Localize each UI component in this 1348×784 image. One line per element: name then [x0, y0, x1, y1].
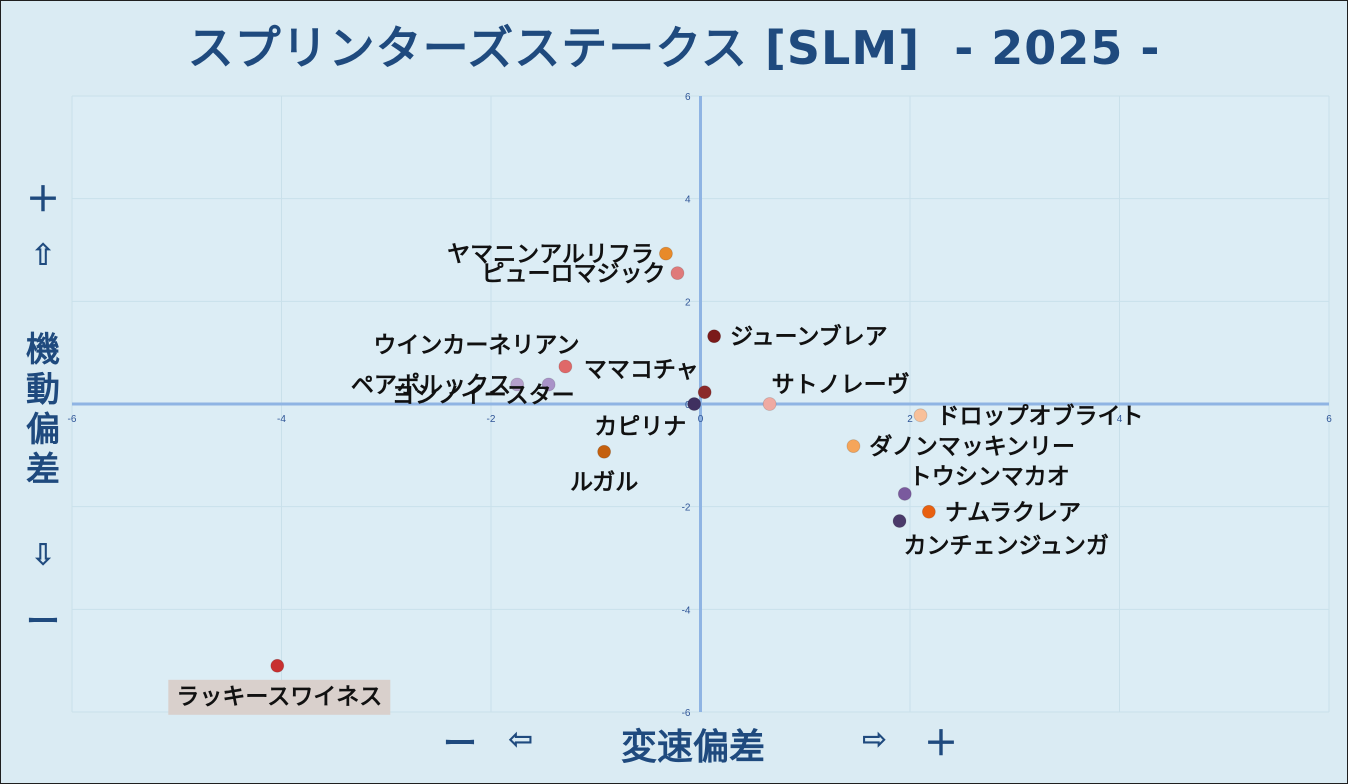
y-plus-sign: ＋: [26, 180, 60, 220]
x-right-arrow-icon: ⇨: [862, 722, 888, 757]
x-tick-label: 6: [1326, 414, 1332, 425]
x-tick-label: -2: [487, 414, 496, 425]
y-up-arrow-icon: ⇧: [30, 238, 56, 273]
y-axis-label: 機動偏差: [26, 330, 60, 490]
point-label: トウシンマカオ: [909, 464, 1070, 490]
y-down-arrow-icon: ⇩: [30, 538, 56, 573]
data-point: [913, 408, 928, 423]
y-tick-label: -4: [682, 605, 691, 616]
y-tick-label: 6: [685, 92, 691, 103]
data-point: [670, 266, 685, 281]
point-label: カピリナ: [594, 414, 686, 440]
x-tick-label: -4: [277, 414, 286, 425]
data-point: [541, 377, 556, 392]
data-point: [762, 397, 777, 411]
data-point: [697, 385, 712, 400]
x-minus-sign: ー: [443, 724, 477, 764]
y-tick-label: -6: [682, 708, 691, 719]
data-point: [921, 504, 936, 519]
x-tick-label: 2: [907, 414, 913, 425]
point-label: ウインカーネリアン: [373, 333, 579, 359]
point-label: ママコチャ: [584, 357, 699, 383]
point-label: ドロップオブライト: [936, 402, 1143, 429]
data-point: [707, 329, 722, 344]
data-point: [892, 514, 907, 528]
point-label: サトノレーヴ: [772, 371, 910, 398]
y-tick-label: 2: [685, 297, 691, 308]
data-point: [846, 439, 861, 453]
point-label: ペアポルックス: [351, 371, 511, 398]
y-tick-label: -2: [682, 503, 691, 514]
data-point: [597, 444, 612, 459]
point-label: ヤマニンアルリフラ: [447, 242, 654, 268]
point-label: ピューロマジック: [481, 261, 665, 287]
data-point: [270, 658, 285, 673]
point-label: ナムラクレア: [945, 500, 1081, 526]
x-plus-sign: ＋: [924, 724, 958, 764]
point-label: ラッキースワイネス: [176, 684, 382, 710]
x-tick-label: 0: [698, 414, 704, 425]
x-axis-label: 変速偏差: [621, 727, 766, 768]
y-minus-sign: ー: [26, 602, 60, 642]
data-point: [558, 359, 573, 374]
data-point: [510, 377, 525, 392]
x-tick-label: 4: [1117, 414, 1123, 425]
point-label: ルガル: [570, 470, 638, 496]
point-label: カンチェンジュンガ: [904, 533, 1109, 559]
x-tick-label: -6: [68, 414, 77, 425]
point-label: ヨシノイースター: [392, 382, 575, 408]
x-left-arrow-icon: ⇦: [508, 722, 534, 757]
data-point: [687, 397, 702, 411]
data-point: [659, 246, 673, 261]
chart-title: スプリンターズステークス [SLM] - 2025 -: [187, 21, 1161, 75]
point-label: ダノンマッキンリー: [869, 433, 1075, 460]
data-point: [897, 486, 912, 501]
point-label: ジューンブレア: [730, 323, 888, 350]
label-highlight-box: [168, 679, 391, 715]
y-tick-label: 4: [685, 195, 691, 206]
